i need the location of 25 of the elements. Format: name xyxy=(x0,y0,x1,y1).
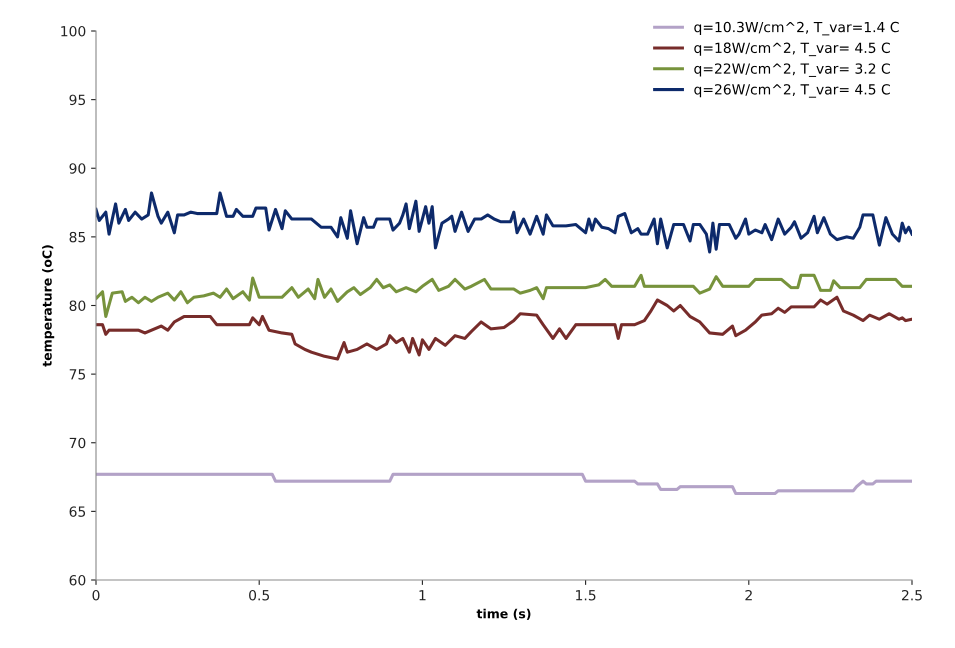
x-tick-label: 2 xyxy=(745,590,752,600)
legend-label: q=22W/cm^2, T_var= 3.2 C xyxy=(694,63,890,77)
y-tick-label: 60 xyxy=(70,574,86,586)
line-series xyxy=(96,472,912,496)
y-tick-label: 65 xyxy=(70,506,86,517)
y-tick-label: 80 xyxy=(70,300,86,311)
y-tick-label: 75 xyxy=(70,369,86,380)
line-series xyxy=(96,274,912,318)
legend-label: q=26W/cm^2, T_var= 4.5 C xyxy=(694,84,890,98)
legend-label: q=18W/cm^2, T_var= 4.5 C xyxy=(694,42,890,56)
y-axis-title: temperature (oC) xyxy=(42,245,54,367)
x-tick-label: 1 xyxy=(420,590,426,600)
y-tick-label: 95 xyxy=(69,94,86,106)
y-tick-label: 100 xyxy=(61,26,86,36)
x-axis-title: time (s) xyxy=(476,608,530,620)
x-tick-label: 1.5 xyxy=(576,590,596,600)
x-tick-label: 2.5 xyxy=(902,590,922,600)
y-tick-label: 85 xyxy=(70,232,86,242)
y-tick-label: 70 xyxy=(70,438,86,448)
legend-label: q=10.3W/cm^2, T_var=1.4 C xyxy=(694,22,899,36)
line-series xyxy=(96,191,912,254)
x-tick-label: 0.5 xyxy=(249,590,270,600)
x-tick-label: 0 xyxy=(92,590,100,600)
line-series xyxy=(96,296,912,361)
y-tick-label: 90 xyxy=(69,163,86,174)
